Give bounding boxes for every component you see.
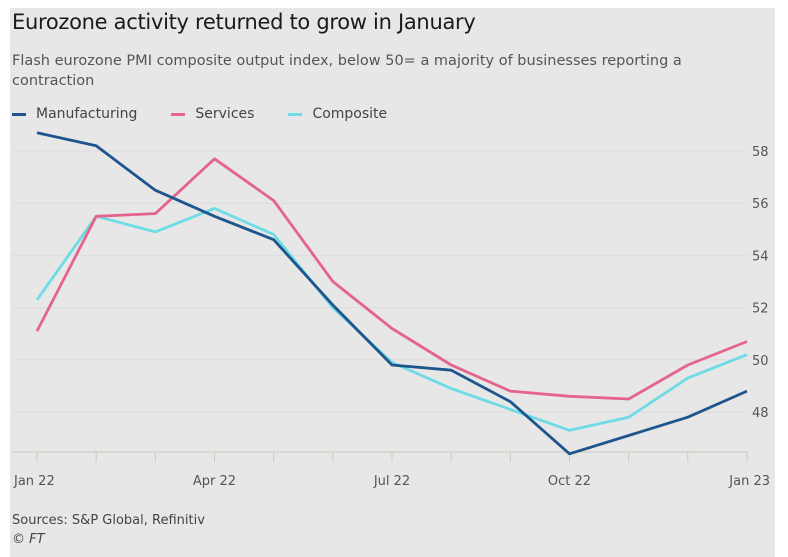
legend-label: Composite	[312, 106, 388, 122]
series-line-composite	[35, 206, 748, 432]
y-tick-label: 56	[752, 197, 769, 212]
chart-title: Eurozone activity returned to grow in Ja…	[12, 10, 476, 34]
legend: Manufacturing Services Composite	[12, 106, 421, 122]
x-tick-label: Jul 22	[373, 474, 410, 489]
x-tick-label: Jan 22	[13, 474, 55, 489]
y-tick-label: 48	[752, 406, 769, 421]
legend-label: Services	[195, 106, 255, 122]
legend-item: Composite	[288, 106, 387, 122]
legend-item: Manufacturing	[12, 106, 137, 122]
x-tick-label: Oct 22	[548, 474, 591, 489]
series-line-manufacturing	[36, 131, 748, 456]
x-tick-label: Apr 22	[193, 474, 236, 489]
series-line-services	[35, 157, 748, 401]
copyright: © FT	[12, 532, 45, 547]
y-tick-label: 58	[752, 145, 769, 160]
chart-subtitle: Flash eurozone PMI composite output inde…	[12, 53, 682, 89]
y-tick-label: 52	[752, 302, 769, 317]
legend-swatch	[288, 112, 303, 116]
legend-label: Manufacturing	[36, 106, 138, 122]
y-tick-label: 54	[752, 249, 769, 264]
legend-swatch	[171, 112, 186, 116]
legend-item: Services	[171, 106, 254, 122]
x-tick-label: Jan 23	[728, 474, 770, 489]
legend-swatch	[12, 112, 26, 116]
chart-panel	[10, 8, 775, 557]
source-note: Sources: S&P Global, Refinitiv	[12, 513, 205, 528]
y-tick-label: 50	[752, 354, 769, 369]
